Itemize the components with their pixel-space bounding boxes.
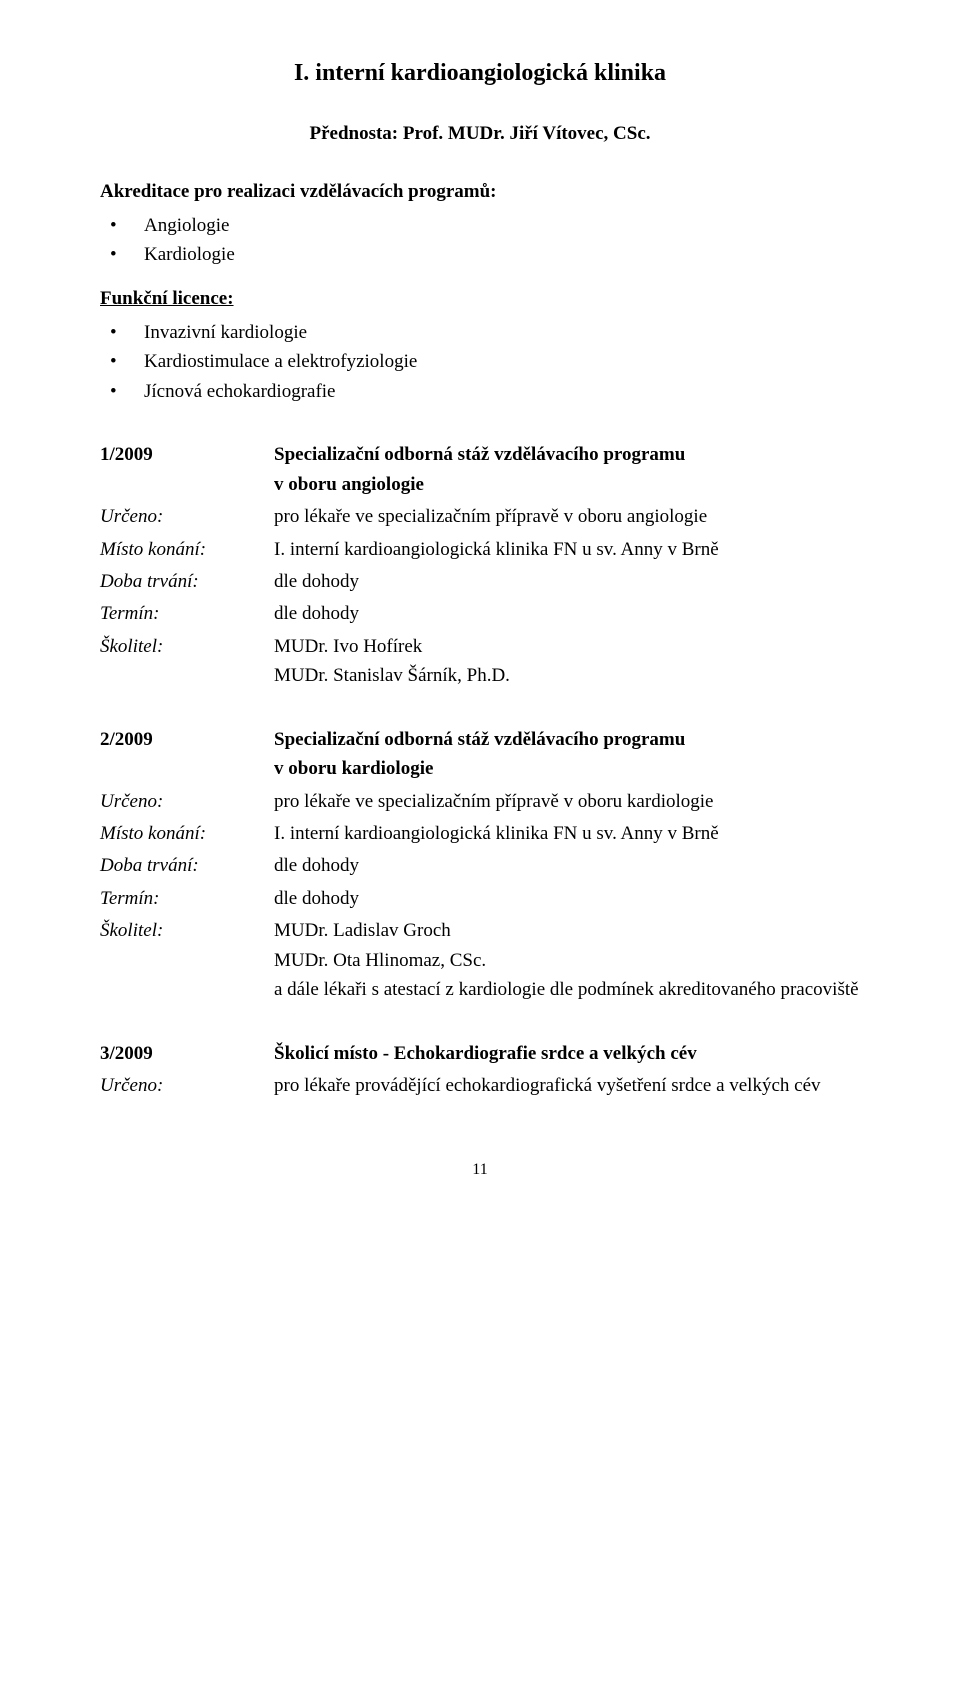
subtitle: Přednosta: Prof. MUDr. Jiří Vítovec, CSc… <box>100 123 860 145</box>
bullet-icon: • <box>110 347 144 376</box>
label-misto: Místo konání: <box>100 819 274 848</box>
label-urceno: Určeno: <box>100 502 274 531</box>
list-item: •Kardiostimulace a elektrofyziologie <box>100 347 860 376</box>
value-skolitel: MUDr. Ladislav Groch MUDr. Ota Hlinomaz,… <box>274 916 860 1004</box>
value-misto: I. interní kardioangiologická klinika FN… <box>274 535 860 564</box>
value-misto: I. interní kardioangiologická klinika FN… <box>274 819 860 848</box>
list-item-label: Invazivní kardiologie <box>144 318 307 347</box>
list-item-label: Kardiologie <box>144 240 235 269</box>
entry-block: 3/2009 Školicí místo - Echokardiografie … <box>100 1039 860 1101</box>
main-title: I. interní kardioangiologická klinika <box>100 60 860 87</box>
label-urceno: Určeno: <box>100 1071 274 1100</box>
value-termin: dle dohody <box>274 599 860 628</box>
label-doba: Doba trvání: <box>100 567 274 596</box>
label-doba: Doba trvání: <box>100 851 274 880</box>
bullet-icon: • <box>110 318 144 347</box>
entry-id: 2/2009 <box>100 725 274 784</box>
value-urceno: pro lékaře ve specializačním přípravě v … <box>274 787 860 816</box>
value-doba: dle dohody <box>274 567 860 596</box>
bullet-icon: • <box>110 377 144 406</box>
bullet-icon: • <box>110 211 144 240</box>
license-section: Funkční licence: •Invazivní kardiologie … <box>100 288 860 406</box>
entry-id: 3/2009 <box>100 1039 274 1068</box>
list-item-label: Kardiostimulace a elektrofyziologie <box>144 347 417 376</box>
label-termin: Termín: <box>100 884 274 913</box>
accreditation-list: •Angiologie •Kardiologie <box>100 211 860 270</box>
label-skolitel: Školitel: <box>100 916 274 1004</box>
list-item-label: Jícnová echokardiografie <box>144 377 336 406</box>
value-doba: dle dohody <box>274 851 860 880</box>
entry-id: 1/2009 <box>100 440 274 499</box>
bullet-icon: • <box>110 240 144 269</box>
list-item: •Jícnová echokardiografie <box>100 377 860 406</box>
license-heading: Funkční licence: <box>100 288 860 310</box>
value-urceno: pro lékaře provádějící echokardiografick… <box>274 1071 860 1100</box>
list-item: •Invazivní kardiologie <box>100 318 860 347</box>
entry-block: 1/2009 Specializační odborná stáž vzdělá… <box>100 440 860 691</box>
value-urceno: pro lékaře ve specializačním přípravě v … <box>274 502 860 531</box>
list-item: •Kardiologie <box>100 240 860 269</box>
label-skolitel: Školitel: <box>100 632 274 691</box>
value-skolitel: MUDr. Ivo Hofírek MUDr. Stanislav Šárník… <box>274 632 860 691</box>
entry-title: Specializační odborná stáž vzdělávacího … <box>274 725 860 784</box>
label-urceno: Určeno: <box>100 787 274 816</box>
label-termin: Termín: <box>100 599 274 628</box>
entry-title: Specializační odborná stáž vzdělávacího … <box>274 440 860 499</box>
page-number: 11 <box>100 1161 860 1179</box>
list-item: •Angiologie <box>100 211 860 240</box>
entry-title: Školicí místo - Echokardiografie srdce a… <box>274 1039 860 1068</box>
license-list: •Invazivní kardiologie •Kardiostimulace … <box>100 318 860 406</box>
accreditation-section: Akreditace pro realizaci vzdělávacích pr… <box>100 181 860 270</box>
accreditation-heading: Akreditace pro realizaci vzdělávacích pr… <box>100 181 860 203</box>
entry-block: 2/2009 Specializační odborná stáž vzdělá… <box>100 725 860 1005</box>
label-misto: Místo konání: <box>100 535 274 564</box>
list-item-label: Angiologie <box>144 211 230 240</box>
value-termin: dle dohody <box>274 884 860 913</box>
